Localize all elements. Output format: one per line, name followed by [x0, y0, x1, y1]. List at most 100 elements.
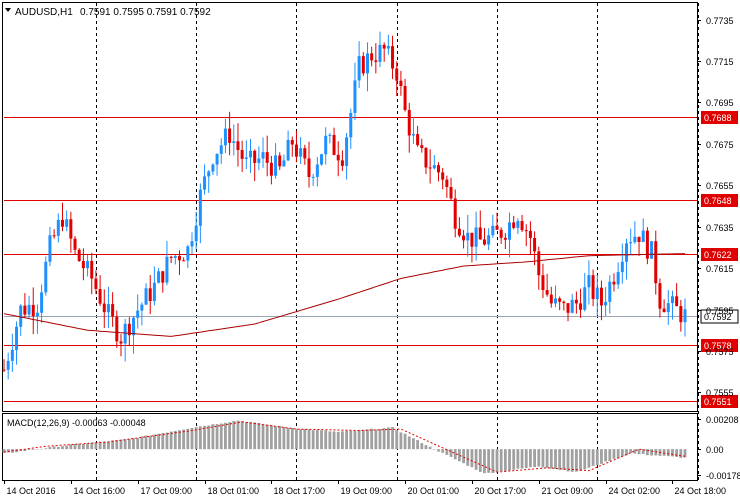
candle-body: [2, 369, 6, 371]
candle-body: [637, 236, 641, 242]
macd-label: MACD(12,26,9) -0.00063 -0.00048: [7, 418, 146, 428]
candle-body: [190, 241, 194, 247]
candle-body: [345, 137, 349, 166]
level-tag-2: [701, 248, 738, 261]
candle-body: [123, 323, 127, 344]
macd-bar: [123, 439, 127, 450]
candle-body: [533, 238, 537, 252]
macd-bar: [282, 426, 286, 450]
macd-bar: [361, 429, 365, 450]
candle-body: [119, 341, 123, 344]
macd-bar: [633, 449, 637, 454]
macd-bar: [40, 448, 44, 450]
macd-bar: [495, 449, 499, 473]
macd-bar: [629, 449, 633, 454]
macd-bar: [604, 449, 608, 462]
macd-bar: [274, 426, 277, 450]
candle-body: [386, 46, 390, 49]
candle-body: [549, 294, 553, 304]
y-tick-label: 0.7735: [706, 16, 734, 26]
macd-indicator: 0.00208 0.00 -0.00178: [2, 415, 740, 481]
y-tick-label: 0.7635: [706, 223, 734, 233]
macd-bar: [332, 431, 336, 450]
candle-body: [662, 308, 666, 313]
level-label: 0.7578: [704, 341, 732, 351]
candle-body: [152, 282, 156, 302]
candle-body: [15, 326, 19, 351]
macd-bar: [612, 449, 616, 459]
candle-body: [570, 299, 574, 313]
macd-bar: [140, 436, 144, 450]
macd-bar: [31, 449, 35, 450]
macd-bar: [236, 420, 240, 450]
candle-body: [211, 164, 215, 172]
candle-body: [482, 239, 486, 245]
candle-body: [650, 241, 654, 259]
candle-body: [223, 128, 227, 146]
candle-body: [491, 225, 495, 236]
macd-bar: [136, 438, 140, 450]
macd-bar: [341, 431, 344, 450]
chart-header[interactable]: AUDUSD,H1 0.7591 0.7595 0.7591 0.7592: [5, 7, 211, 18]
macd-bar: [591, 449, 595, 466]
macd-bar: [161, 433, 165, 450]
x-tick-label: 18 Oct 01:00: [208, 486, 260, 496]
y-tick-label: 0.7655: [706, 181, 734, 191]
macd-bar: [215, 424, 219, 450]
macd-bar: [315, 429, 319, 450]
candle-body: [286, 140, 290, 161]
candle-body: [303, 148, 307, 159]
candle-body: [562, 301, 566, 304]
candle-body: [403, 86, 407, 111]
ohlc-values: 0.7591 0.7595 0.7591 0.7592: [80, 7, 211, 18]
macd-bar: [487, 449, 491, 473]
macd-bar: [286, 427, 290, 450]
candle-body: [52, 235, 56, 237]
macd-bar: [86, 443, 89, 450]
macd-bar: [290, 428, 294, 450]
candle-body: [111, 304, 115, 317]
candle-body: [19, 305, 23, 327]
macd-bar: [249, 422, 252, 450]
candle-body: [10, 350, 14, 361]
macd-bar: [608, 449, 612, 462]
macd-bar: [48, 447, 52, 450]
macd-bar: [579, 449, 582, 471]
candle-body: [449, 186, 453, 199]
macd-bar: [512, 449, 516, 470]
y-tick-label: 0.7675: [706, 140, 734, 150]
macd-bar: [483, 449, 486, 474]
candle-body: [407, 110, 411, 136]
macd-axis-label: 0.00208: [706, 415, 739, 425]
macd-bar: [671, 449, 674, 457]
candle-body: [294, 144, 298, 157]
macd-bar: [520, 449, 524, 469]
candle-body: [86, 260, 90, 269]
current-price-tag: [700, 309, 739, 324]
candle-body: [553, 298, 557, 304]
macd-bar: [441, 449, 445, 453]
candle-body: [524, 230, 528, 232]
macd-bar: [23, 449, 27, 452]
macd-bar: [470, 449, 474, 468]
candle-body: [73, 238, 77, 250]
candle-body: [670, 296, 674, 304]
candle-body: [595, 287, 599, 299]
macd-bar: [320, 430, 323, 450]
macd-bar: [570, 449, 574, 472]
macd-bar: [499, 449, 503, 472]
main-chart-frame: [2, 2, 698, 412]
candle-body: [6, 360, 10, 370]
candle-body: [165, 256, 169, 283]
macd-bar: [269, 425, 273, 450]
macd-bar: [453, 449, 457, 460]
macd-bar: [566, 449, 570, 472]
macd-bar: [395, 430, 399, 450]
macd-bar: [182, 429, 186, 450]
candle-body: [169, 256, 173, 258]
dropdown-triangle-icon[interactable]: [5, 8, 11, 12]
macd-bar: [675, 449, 679, 457]
candle-body: [144, 288, 148, 305]
candle-body: [328, 134, 332, 136]
